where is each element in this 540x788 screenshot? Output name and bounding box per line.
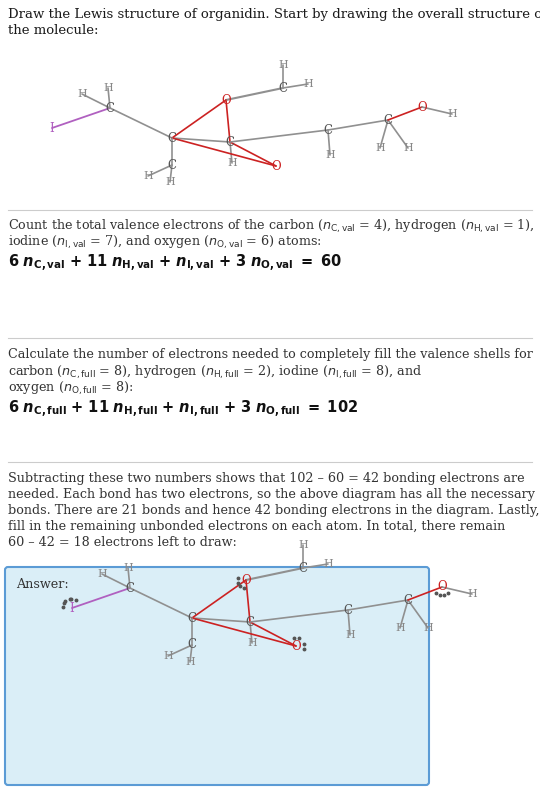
Text: H: H xyxy=(123,563,133,573)
Text: H: H xyxy=(278,60,288,70)
Text: Count the total valence electrons of the carbon ($n_\mathrm{C,val}$ = 4), hydrog: Count the total valence electrons of the… xyxy=(8,218,535,235)
FancyBboxPatch shape xyxy=(5,567,429,785)
Text: C: C xyxy=(383,113,393,127)
Text: Answer:: Answer: xyxy=(16,578,69,591)
Text: C: C xyxy=(187,611,197,625)
Text: H: H xyxy=(298,540,308,550)
Text: O: O xyxy=(271,159,281,173)
Text: O: O xyxy=(291,640,301,652)
Text: H: H xyxy=(227,158,237,168)
Text: H: H xyxy=(97,569,107,579)
Text: H: H xyxy=(467,589,477,599)
Text: C: C xyxy=(167,132,177,144)
Text: O: O xyxy=(241,574,251,586)
Text: H: H xyxy=(423,623,433,633)
Text: bonds. There are 21 bonds and hence 42 bonding electrons in the diagram. Lastly,: bonds. There are 21 bonds and hence 42 b… xyxy=(8,504,539,517)
Text: H: H xyxy=(185,657,195,667)
Text: C: C xyxy=(343,604,353,616)
Text: fill in the remaining unbonded electrons on each atom. In total, there remain: fill in the remaining unbonded electrons… xyxy=(8,520,505,533)
Text: iodine ($n_\mathrm{I,val}$ = 7), and oxygen ($n_\mathrm{O,val}$ = 6) atoms:: iodine ($n_\mathrm{I,val}$ = 7), and oxy… xyxy=(8,234,322,251)
Text: C: C xyxy=(299,562,307,574)
Text: O: O xyxy=(221,94,231,106)
Text: H: H xyxy=(103,83,113,93)
Text: H: H xyxy=(163,651,173,661)
Text: needed. Each bond has two electrons, so the above diagram has all the necessary: needed. Each bond has two electrons, so … xyxy=(8,488,535,501)
Text: I: I xyxy=(50,121,55,135)
Text: H: H xyxy=(375,143,385,153)
Text: C: C xyxy=(125,582,134,594)
Text: H: H xyxy=(247,638,257,648)
Text: H: H xyxy=(395,623,405,633)
Text: $\mathbf{6}\ \boldsymbol{n}_\mathbf{C,full}\ \mathbf{+}\ \mathbf{11}\ \boldsymbo: $\mathbf{6}\ \boldsymbol{n}_\mathbf{C,fu… xyxy=(8,399,358,420)
Text: H: H xyxy=(77,89,87,99)
Text: H: H xyxy=(323,559,333,569)
Text: $\mathbf{6}\ \boldsymbol{n}_\mathbf{C,val}\ \mathbf{+}\ \mathbf{11}\ \boldsymbol: $\mathbf{6}\ \boldsymbol{n}_\mathbf{C,va… xyxy=(8,253,342,274)
Text: 60 – 42 = 18 electrons left to draw:: 60 – 42 = 18 electrons left to draw: xyxy=(8,536,237,549)
Text: Draw the Lewis structure of organidin. Start by drawing the overall structure of: Draw the Lewis structure of organidin. S… xyxy=(8,8,540,21)
Text: C: C xyxy=(246,615,254,629)
Text: C: C xyxy=(226,136,234,148)
Text: H: H xyxy=(345,630,355,640)
Text: I: I xyxy=(70,601,75,615)
Text: carbon ($n_\mathrm{C,full}$ = 8), hydrogen ($n_\mathrm{H,full}$ = 2), iodine ($n: carbon ($n_\mathrm{C,full}$ = 8), hydrog… xyxy=(8,364,422,381)
Text: O: O xyxy=(437,581,447,593)
Text: C: C xyxy=(105,102,114,114)
Text: H: H xyxy=(403,143,413,153)
Text: Calculate the number of electrons needed to completely fill the valence shells f: Calculate the number of electrons needed… xyxy=(8,348,533,361)
Text: C: C xyxy=(279,81,287,95)
Text: C: C xyxy=(187,638,197,652)
Text: oxygen ($n_\mathrm{O,full}$ = 8):: oxygen ($n_\mathrm{O,full}$ = 8): xyxy=(8,380,134,397)
Text: H: H xyxy=(165,177,175,187)
Text: C: C xyxy=(323,124,333,136)
Text: C: C xyxy=(167,158,177,172)
Text: H: H xyxy=(303,79,313,89)
Text: the molecule:: the molecule: xyxy=(8,24,98,37)
Text: Subtracting these two numbers shows that 102 – 60 = 42 bonding electrons are: Subtracting these two numbers shows that… xyxy=(8,472,525,485)
Text: H: H xyxy=(447,109,457,119)
Text: H: H xyxy=(143,171,153,181)
Text: C: C xyxy=(403,593,413,607)
Text: H: H xyxy=(325,150,335,160)
Text: O: O xyxy=(417,101,427,113)
